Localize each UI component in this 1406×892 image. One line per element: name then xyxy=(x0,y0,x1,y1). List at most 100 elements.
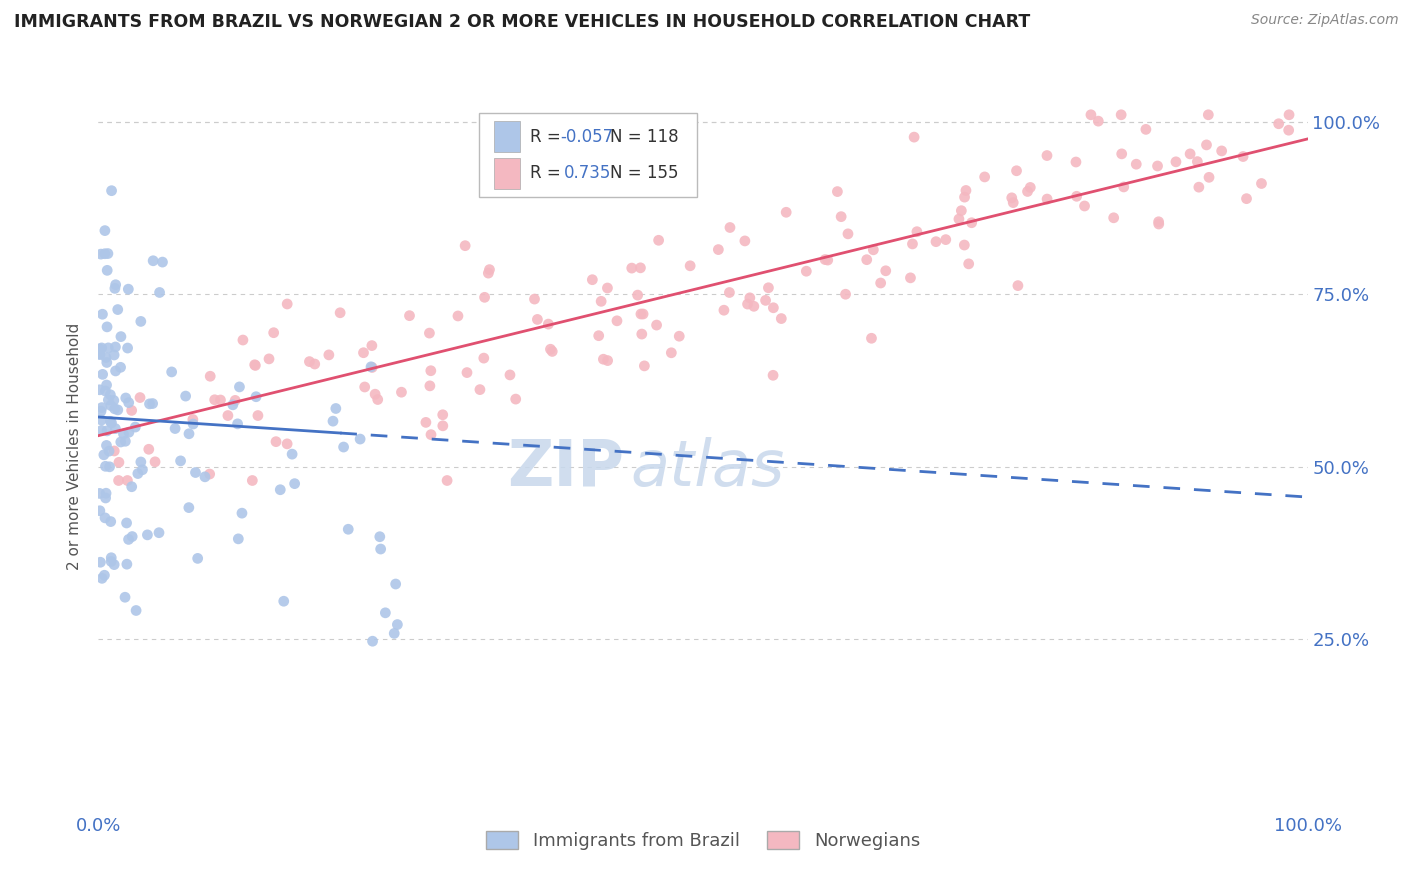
Point xyxy=(948,212,970,227)
Point xyxy=(129,314,152,328)
Y-axis label: 2 or more Vehicles in Household: 2 or more Vehicles in Household xyxy=(67,322,83,570)
Point xyxy=(322,414,344,428)
Point xyxy=(737,297,759,311)
Point xyxy=(226,417,249,431)
Point xyxy=(762,368,785,383)
Point xyxy=(645,318,668,332)
Point xyxy=(957,257,980,271)
Point xyxy=(762,301,785,315)
Point xyxy=(707,243,730,257)
Point xyxy=(96,438,118,452)
Point xyxy=(1198,170,1220,185)
Point xyxy=(117,474,139,488)
Point xyxy=(1135,122,1157,136)
Point xyxy=(349,432,371,446)
Point xyxy=(817,253,839,268)
Point xyxy=(228,380,250,394)
Point xyxy=(361,360,384,375)
Point xyxy=(187,551,209,566)
Point xyxy=(181,417,204,431)
Point xyxy=(432,418,454,433)
Point xyxy=(775,205,797,219)
Point xyxy=(96,378,118,392)
Point xyxy=(1146,159,1168,173)
Point xyxy=(96,355,118,369)
Point xyxy=(264,434,287,449)
Text: 0.735: 0.735 xyxy=(564,164,612,182)
Point xyxy=(94,511,117,525)
Point xyxy=(110,329,132,343)
Point xyxy=(454,238,477,252)
Point xyxy=(93,568,115,582)
Point xyxy=(353,380,375,394)
Point xyxy=(382,626,405,640)
Point xyxy=(1087,114,1109,128)
Point xyxy=(90,404,112,418)
Point xyxy=(718,285,741,300)
Point xyxy=(325,401,347,416)
Text: N = 155: N = 155 xyxy=(610,164,678,182)
FancyBboxPatch shape xyxy=(494,121,520,152)
Point xyxy=(374,606,396,620)
Point xyxy=(114,434,136,449)
Point xyxy=(361,634,384,648)
Point xyxy=(96,424,118,438)
Point xyxy=(276,297,298,311)
Point xyxy=(94,486,117,500)
Point xyxy=(318,348,340,362)
Point xyxy=(198,467,221,481)
Point xyxy=(1250,177,1272,191)
Point xyxy=(523,292,546,306)
Point xyxy=(89,486,111,500)
Point xyxy=(591,294,613,309)
Point xyxy=(472,351,495,365)
Point xyxy=(174,389,197,403)
Point xyxy=(104,277,127,292)
Point xyxy=(97,246,120,260)
Point xyxy=(224,393,246,408)
Point xyxy=(89,342,111,356)
Point xyxy=(100,414,122,428)
Point xyxy=(742,299,765,313)
Point xyxy=(222,398,245,412)
Point xyxy=(900,270,922,285)
Point xyxy=(755,293,778,308)
Point xyxy=(794,264,817,278)
Point xyxy=(104,401,127,416)
Point xyxy=(855,252,877,267)
Point xyxy=(91,368,114,382)
Point xyxy=(903,130,925,145)
Point xyxy=(100,554,122,568)
Point xyxy=(758,281,780,295)
Point xyxy=(869,276,891,290)
Point xyxy=(588,328,610,343)
Point xyxy=(136,528,159,542)
FancyBboxPatch shape xyxy=(494,158,520,188)
Point xyxy=(432,408,454,422)
Point xyxy=(127,467,149,481)
Point xyxy=(1178,147,1201,161)
Point xyxy=(177,500,200,515)
Point xyxy=(1064,155,1087,169)
Point xyxy=(718,220,741,235)
Point xyxy=(1195,137,1218,152)
Text: -0.057: -0.057 xyxy=(561,128,613,145)
Point xyxy=(304,357,326,371)
Point xyxy=(668,329,690,343)
Point xyxy=(96,319,118,334)
Point xyxy=(456,366,478,380)
Point xyxy=(360,338,382,352)
Point xyxy=(647,233,669,247)
Point xyxy=(115,557,138,571)
Point xyxy=(1109,108,1132,122)
Point xyxy=(112,427,135,442)
Point xyxy=(606,314,628,328)
Point xyxy=(960,216,983,230)
Point xyxy=(100,550,122,565)
Point xyxy=(90,413,112,427)
Point xyxy=(98,444,121,458)
Point xyxy=(633,359,655,373)
Point xyxy=(100,416,122,430)
Point xyxy=(107,302,129,317)
Legend: Immigrants from Brazil, Norwegians: Immigrants from Brazil, Norwegians xyxy=(478,823,928,857)
